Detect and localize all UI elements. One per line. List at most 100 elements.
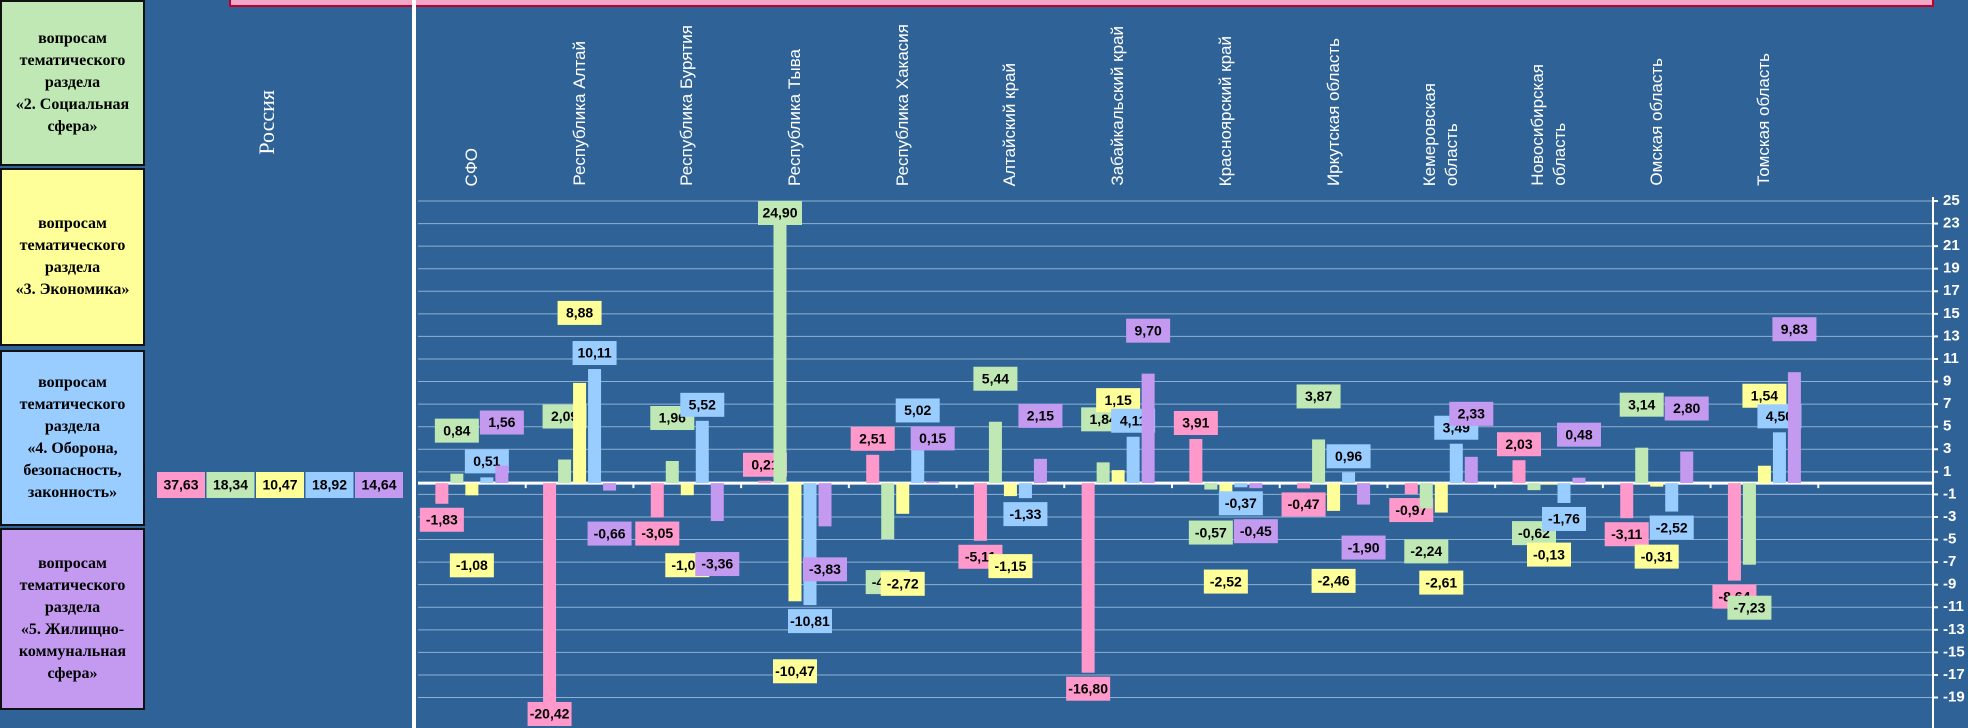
bar <box>588 369 602 484</box>
y-tick-label: 23 <box>1943 215 1960 232</box>
value-label-box <box>1619 392 1664 417</box>
value-label-box <box>1188 520 1233 545</box>
bar <box>896 483 910 514</box>
bar <box>1772 432 1786 484</box>
bar <box>695 420 709 484</box>
value-label: -5,11 <box>965 548 996 564</box>
x-tick-label: Республика Бурятия <box>677 25 697 186</box>
value-label: 9,70 <box>1135 322 1162 338</box>
value-label-box <box>587 521 632 546</box>
value-label: 2,33 <box>1458 406 1485 422</box>
bar <box>1111 470 1125 484</box>
bar <box>1033 458 1047 484</box>
value-label-box <box>1203 569 1248 594</box>
value-label-box <box>1604 522 1649 547</box>
value-label: 0,15 <box>919 430 946 446</box>
value-label-box <box>988 554 1033 579</box>
value-label: -1,76 <box>1548 511 1580 527</box>
value-label-box <box>773 659 817 684</box>
bar <box>973 483 987 541</box>
x-tick-label: Красноярский край <box>1215 35 1235 186</box>
x-tick-label: Алтайский край <box>1000 62 1020 186</box>
value-label-box <box>895 398 940 423</box>
value-label-box <box>1233 519 1278 544</box>
bar <box>1249 483 1263 489</box>
bar <box>1141 373 1155 484</box>
value-label-box <box>635 521 680 546</box>
x-tick-label: Кемеровская область <box>1420 82 1462 186</box>
value-label-box <box>758 201 802 225</box>
y-tick-label: -19 <box>1943 688 1965 705</box>
bar <box>1757 465 1771 484</box>
russia-value-label: 10,47 <box>262 477 297 493</box>
x-tick-label: Республика Тыва <box>785 49 804 186</box>
value-label-box <box>434 418 479 443</box>
value-label-box <box>1727 595 1772 620</box>
value-label: 2,80 <box>1673 400 1700 416</box>
bar <box>1419 483 1433 509</box>
y-tick-label: 13 <box>1943 327 1960 344</box>
bar <box>1512 460 1526 484</box>
value-label-box <box>850 426 895 451</box>
value-label: -10,47 <box>775 663 815 679</box>
russia-value-box <box>355 472 403 498</box>
bar <box>435 483 449 504</box>
value-label-box <box>1404 539 1449 564</box>
bar <box>988 421 1002 484</box>
value-label: 10,11 <box>577 345 611 361</box>
y-tick-label: 11 <box>1943 350 1959 367</box>
value-label-box <box>1419 570 1464 595</box>
bar <box>1081 483 1095 673</box>
value-label: 0,51 <box>473 453 500 469</box>
bar <box>1680 451 1694 484</box>
value-label-box <box>557 300 602 325</box>
value-label-box <box>1542 506 1586 531</box>
y-tick-label: -11 <box>1943 598 1964 615</box>
value-label: 8,88 <box>566 305 593 321</box>
x-tick-label: Республика Алтай <box>569 41 589 186</box>
value-label: 4,50 <box>1766 408 1793 424</box>
value-label: -1,33 <box>1009 506 1041 522</box>
russia-value-box <box>157 472 205 498</box>
value-label-box <box>1649 515 1694 540</box>
value-label-box <box>1066 676 1111 701</box>
value-label: -2,52 <box>1210 573 1242 589</box>
russia-value-label: 18,34 <box>213 477 248 493</box>
x-tick-label: Республика Хакасия <box>892 23 912 186</box>
bar <box>1527 483 1541 491</box>
value-label: 5,02 <box>904 402 931 418</box>
russia-value-box <box>256 472 304 498</box>
value-label: 1,54 <box>1751 387 1778 403</box>
y-tick-label: 5 <box>1943 418 1951 435</box>
value-label: 0,21 <box>751 456 778 472</box>
bar <box>1434 483 1448 513</box>
bar <box>1404 483 1418 495</box>
bar <box>773 202 787 484</box>
legend-item: вопросам тематического раздела «2. Социа… <box>0 0 145 166</box>
value-label: 4,11 <box>1120 412 1147 428</box>
value-label-box <box>449 553 494 578</box>
y-tick-label: -15 <box>1943 643 1965 660</box>
value-label: -1,08 <box>456 557 488 573</box>
bar <box>788 483 802 602</box>
value-label-box <box>1497 432 1541 457</box>
value-label: 24,90 <box>762 205 797 221</box>
bar <box>1312 439 1326 484</box>
value-label: -0,13 <box>1533 546 1565 562</box>
value-label-box <box>1018 403 1063 428</box>
y-tick-label: -9 <box>1943 576 1956 593</box>
value-label-box <box>572 341 617 366</box>
value-label-box <box>1311 568 1356 593</box>
bar <box>881 483 895 540</box>
value-label-box <box>695 552 740 577</box>
value-label: 5,44 <box>982 370 1009 386</box>
value-label-box <box>1527 542 1571 567</box>
bar <box>1126 436 1140 484</box>
value-label: 0,96 <box>1335 448 1362 464</box>
bar <box>680 483 694 496</box>
bar <box>1357 483 1371 505</box>
bar <box>1635 447 1649 484</box>
bar <box>573 382 587 484</box>
value-label: -2,46 <box>1318 573 1350 589</box>
russia-label: Россия <box>254 90 279 155</box>
